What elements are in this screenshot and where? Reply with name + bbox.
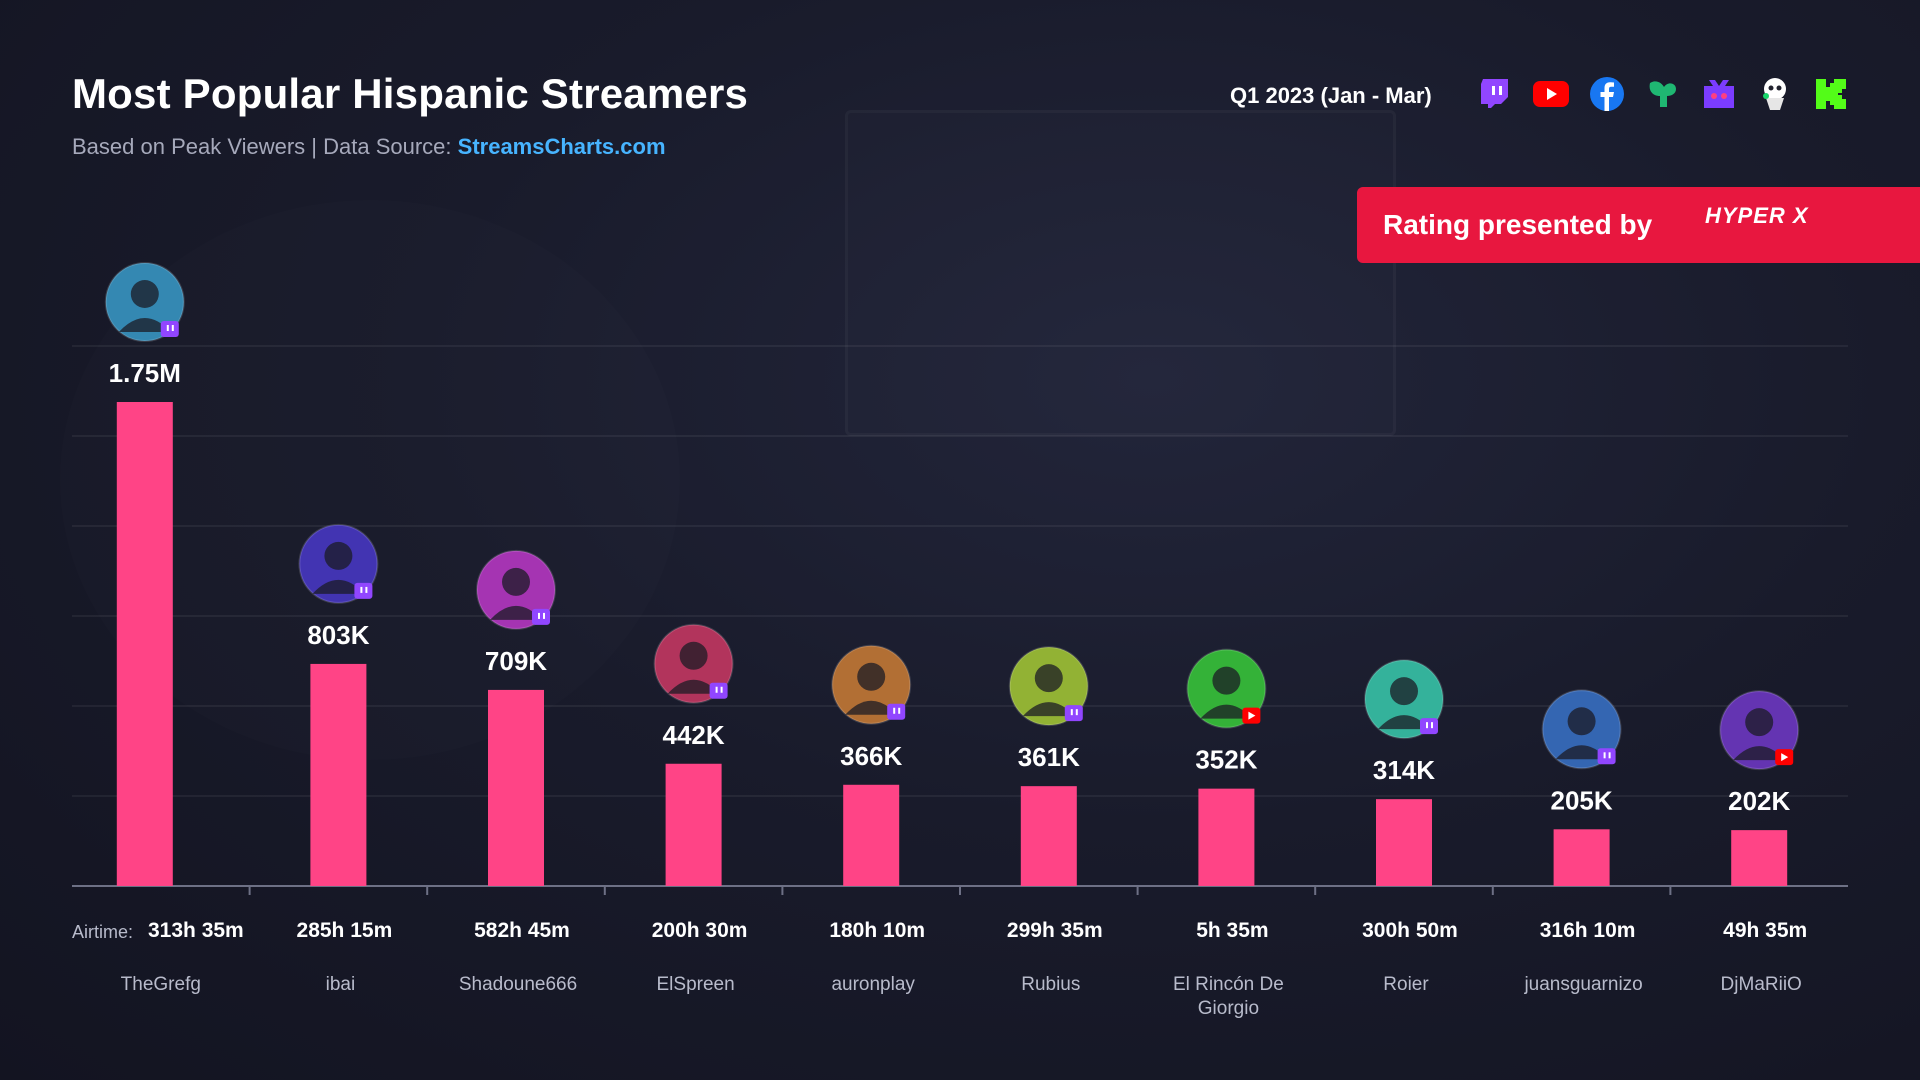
airtime-label: Airtime: [72, 922, 134, 942]
bar-0 [116, 402, 173, 886]
bar-3 [665, 763, 722, 886]
sponsor-banner: Rating presented by HYPER X [1357, 187, 1920, 263]
streamer-name: TheGrefg [120, 974, 201, 995]
twitch-badge-icon [1597, 748, 1616, 765]
airtime-value: 180h 10m [829, 919, 926, 942]
facebook-icon [1589, 76, 1625, 112]
bar-4 [843, 784, 900, 886]
airtime-value: 299h 35m [1006, 919, 1103, 942]
streamer-name: Shadoune666 [458, 974, 578, 995]
streamer-name: DjMaRiiO [1720, 974, 1802, 995]
bar-5 [1020, 786, 1077, 886]
value-label: 361K [1018, 742, 1080, 772]
airtime-value: 49h 35m [1723, 919, 1808, 942]
streamer-name: El Rincón De Giorgio [1172, 974, 1284, 1019]
youtube-badge-icon [1242, 707, 1261, 724]
youtube-badge-icon [1775, 749, 1794, 766]
streamer-name: ElSpreen [656, 974, 735, 995]
value-label: 352K [1195, 745, 1257, 775]
bar-1 [310, 663, 367, 886]
airtime-value: 200h 30m [651, 919, 748, 942]
booyah-icon [1701, 76, 1737, 112]
bar-2 [488, 689, 544, 886]
value-label: 314K [1373, 755, 1435, 785]
banner-text: Rating presented by [1383, 209, 1653, 240]
value-label: 366K [840, 741, 902, 771]
twitch-badge-icon [160, 321, 179, 337]
airtime-value: 5h 35m [1196, 919, 1269, 942]
twitch-badge-icon [532, 608, 550, 625]
streamer-name: ibai [325, 974, 356, 995]
streamer-name: Rubius [1021, 974, 1081, 995]
bar-8 [1553, 829, 1610, 886]
streamer-name: juansguarnizo [1524, 974, 1643, 995]
bar-6 [1198, 788, 1255, 886]
value-label: 202K [1728, 786, 1790, 816]
airtime-value: 313h 35m [148, 919, 244, 942]
value-label: 205K [1551, 785, 1613, 815]
hyperx-logo: HYPER X [1705, 203, 1809, 228]
value-label: 442K [663, 720, 725, 750]
value-label: 803K [307, 620, 369, 650]
page-subtitle: Based on Peak Viewers | Data Source: Str… [72, 134, 666, 160]
twitch-badge-icon [1420, 718, 1438, 735]
airtime-value: 316h 10m [1539, 919, 1636, 942]
streamer-name: Roier [1383, 974, 1429, 995]
twitch-badge-icon [709, 682, 728, 699]
page-title: Most Popular Hispanic Streamers [72, 70, 749, 117]
value-label: 1.75M [109, 358, 181, 388]
kick-icon [1813, 76, 1849, 112]
twitch-icon [1477, 76, 1513, 112]
streamer-name: auronplay [831, 974, 915, 995]
value-label: 709K [485, 646, 547, 676]
twitch-badge-icon [887, 703, 906, 720]
trovo-icon [1757, 76, 1793, 112]
airtime-value: 300h 50m [1362, 919, 1458, 942]
twitch-badge-icon [1064, 705, 1083, 722]
airtime-value: 582h 45m [474, 919, 570, 942]
nimo-icon [1645, 76, 1681, 112]
twitch-badge-icon [354, 582, 373, 599]
bar-7 [1376, 799, 1432, 886]
airtime-value: 285h 15m [296, 919, 393, 942]
subtitle-prefix: Based on Peak Viewers | Data Source: [72, 134, 458, 159]
youtube-icon [1533, 76, 1569, 112]
period-label: Q1 2023 (Jan - Mar) [1230, 83, 1432, 108]
bar-9 [1731, 830, 1788, 886]
data-source-link[interactable]: StreamsCharts.com [457, 134, 666, 159]
